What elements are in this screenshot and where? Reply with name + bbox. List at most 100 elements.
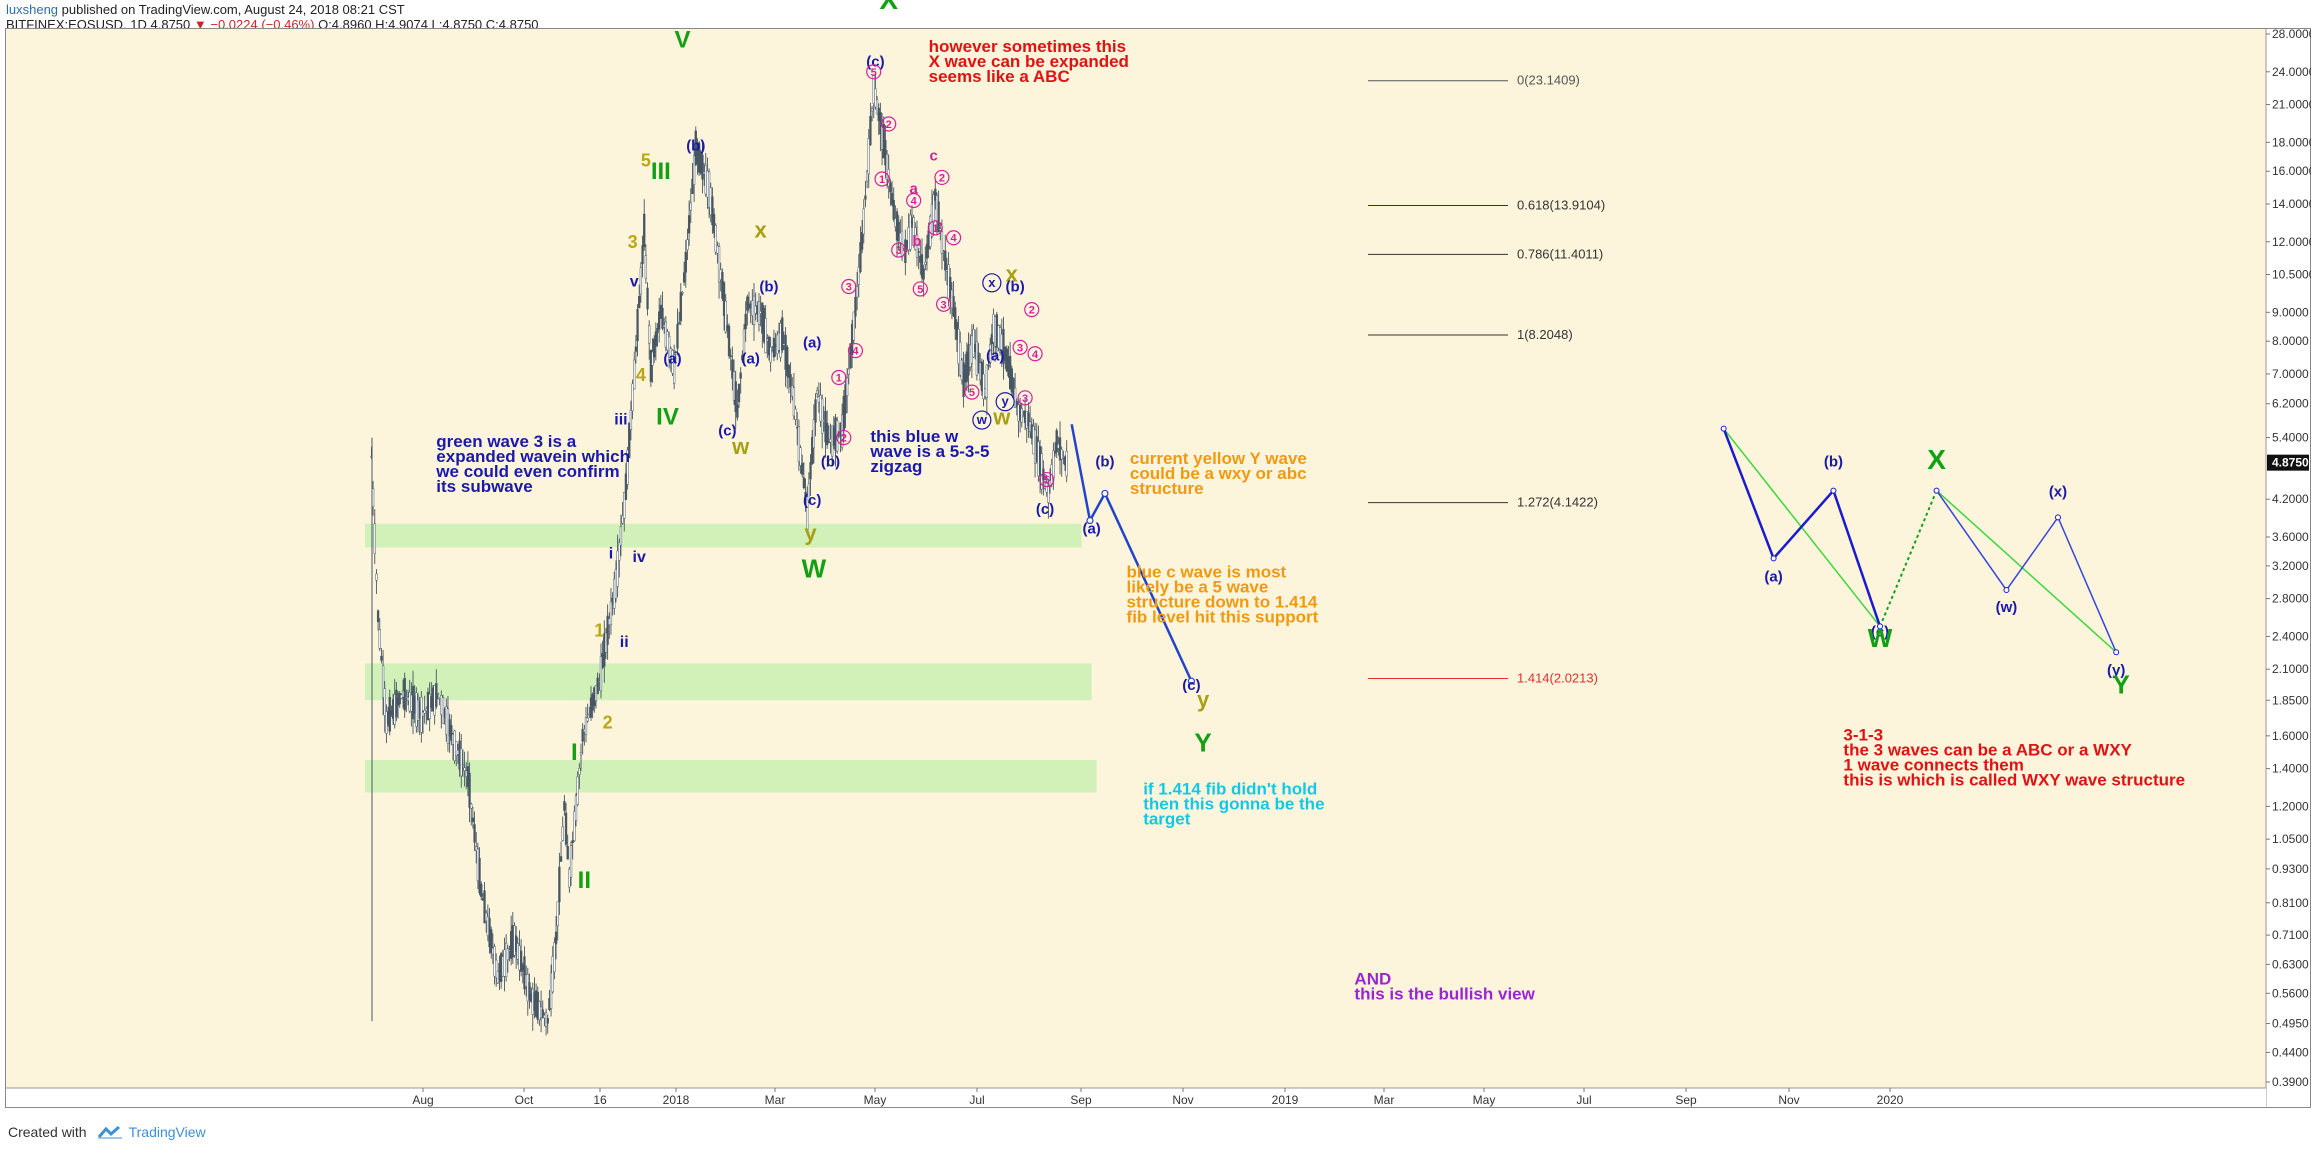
wave-label: (c)	[718, 422, 736, 439]
tradingview-brand[interactable]: TradingView	[97, 1124, 206, 1140]
candle-body	[576, 776, 579, 805]
candle-body	[812, 419, 816, 449]
wave-label: y	[1197, 687, 1210, 712]
candle-body	[641, 245, 644, 264]
candle-body	[380, 655, 383, 661]
candle-body	[844, 384, 847, 414]
support-zone-0	[365, 523, 1082, 548]
annotation-text: this blue w wave is a 5-3-5 zigzag	[869, 427, 989, 476]
circled-label-text: 2	[841, 433, 847, 445]
candle-body	[676, 324, 679, 349]
wave-label: x	[1006, 262, 1019, 287]
candle-body	[571, 840, 574, 843]
circled-wave-label: y	[995, 392, 1015, 412]
annotation-line: blue c wave is most	[1127, 563, 1287, 582]
candle-body	[648, 325, 651, 344]
circled-wave-label: 5	[964, 384, 980, 400]
schematic-green-line	[1936, 490, 2117, 653]
circled-label-text: 3	[1022, 393, 1028, 405]
candle-body	[799, 447, 802, 466]
annotation-line: expanded wavein which	[436, 447, 630, 466]
candle-body	[701, 154, 704, 180]
circled-label-ring	[936, 296, 952, 312]
candle-body	[909, 214, 912, 250]
annotation-line: 3-1-3	[1843, 725, 1883, 744]
chart[interactable]: 0(23.1409)0.618(13.9104)0.786(11.4011)1(…	[0, 0, 2311, 1110]
tradingview-brand-label: TradingView	[128, 1124, 206, 1140]
annotation-text: current yellow Y wave could be a wxy or a…	[1130, 449, 1307, 498]
candle-body	[523, 956, 526, 990]
candle-body	[623, 491, 626, 519]
wave-label: b	[912, 233, 921, 250]
wave-label: (w)	[1996, 599, 2018, 616]
candle-body	[722, 282, 726, 316]
circled-label-text: 4	[852, 346, 859, 358]
candle-body	[436, 693, 440, 695]
candle-body	[854, 297, 857, 317]
annotation-line: zigzag	[870, 457, 922, 476]
time-tick-label: Sep	[1675, 1093, 1697, 1107]
wave-label: (b)	[1095, 453, 1114, 470]
fib-level-label: 1(8.2048)	[1517, 327, 1573, 342]
annotation-line: likely be a 5 wave	[1127, 578, 1269, 597]
time-tick-label: Nov	[1172, 1093, 1193, 1107]
candle-body	[684, 251, 687, 273]
candle-body	[634, 346, 638, 352]
price-tick-label: 9.0000	[2272, 305, 2309, 319]
schematic-node	[2003, 587, 2010, 594]
circled-label-ring	[964, 384, 980, 400]
circled-label-ring	[934, 169, 950, 186]
candle-body	[922, 268, 925, 280]
candle-body	[727, 325, 731, 356]
candle-body	[917, 251, 920, 253]
candle-body	[949, 276, 952, 299]
circled-label-text: 3	[896, 245, 902, 257]
candle-body	[897, 221, 900, 241]
candle-body	[811, 436, 814, 465]
candle-body	[714, 224, 717, 253]
candle-body	[1053, 452, 1057, 454]
candle-body	[731, 359, 734, 379]
candle-body	[687, 215, 691, 234]
candle-body	[857, 267, 860, 285]
candle-body	[679, 291, 682, 322]
time-tick-label: 2020	[1877, 1093, 1904, 1107]
wave-label: (b)	[759, 278, 778, 295]
author-link[interactable]: luxsheng	[6, 2, 59, 17]
circled-label-text: w	[976, 412, 988, 427]
candle-body	[802, 477, 806, 489]
circled-label-ring	[972, 410, 992, 430]
price-tick-label: 5.4000	[2272, 431, 2309, 445]
candle-body	[1013, 387, 1017, 408]
candle-body	[1052, 450, 1055, 479]
candle-body	[574, 795, 578, 822]
wave-label: V	[674, 27, 690, 54]
circled-label-ring	[945, 230, 962, 246]
circled-label-ring	[1027, 346, 1043, 362]
candle-body	[381, 665, 385, 698]
candle-body	[461, 764, 465, 767]
candle-body	[816, 390, 819, 394]
wave-label: Y	[1194, 728, 1211, 758]
candle-body	[373, 523, 376, 554]
candle-body	[677, 322, 681, 324]
candle-body	[653, 338, 656, 358]
candle-body	[692, 155, 696, 185]
candle-body	[852, 311, 855, 341]
candle-body	[781, 317, 784, 351]
circled-wave-label: 3	[841, 278, 857, 295]
candle-body	[553, 942, 556, 973]
candle-body	[606, 615, 609, 645]
schematic-blue-line	[1722, 428, 1882, 627]
wave-label: i	[609, 545, 613, 562]
candle-body	[564, 812, 568, 845]
schematic-node	[2054, 514, 2061, 521]
circled-wave-label: 4	[1027, 346, 1043, 362]
candle-body	[674, 351, 677, 354]
circled-label-text: 5	[1044, 475, 1050, 487]
candle-body	[807, 483, 811, 502]
candle-body	[985, 364, 988, 399]
candle-body	[475, 846, 478, 851]
candle-body	[1047, 486, 1050, 503]
